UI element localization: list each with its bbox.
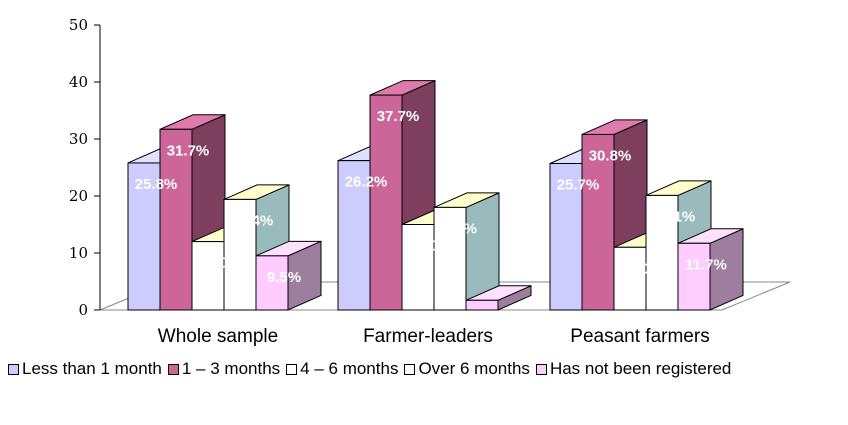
y-tick-label: 30 [69, 130, 88, 148]
legend-swatch [167, 363, 179, 375]
data-label: 37.7% [377, 108, 420, 125]
bar-over-6-months-farmer-leaders [433, 192, 500, 311]
bar-front [191, 241, 225, 311]
legend-swatch [286, 363, 298, 375]
y-tick-label: 50 [69, 16, 88, 34]
y-tick-label: 20 [69, 187, 88, 205]
bar-front [159, 128, 193, 311]
bar-front [581, 133, 615, 311]
data-label: 19.4% [231, 212, 274, 229]
legend-label: Has not been registered [549, 359, 732, 378]
bar-front [369, 94, 403, 311]
y-tick-label: 40 [69, 73, 88, 91]
legend-label: 4 – 6 months [300, 359, 399, 378]
bar-front [337, 160, 371, 311]
chart-legend: Less than 1 month 1 – 3 months 4 – 6 month… [8, 355, 848, 383]
x-category-label: Farmer-leaders [363, 326, 493, 347]
data-label: 25.7% [557, 177, 600, 194]
data-label: 9.5% [267, 269, 301, 286]
data-label: 12.0% [199, 255, 242, 272]
bar-front [613, 246, 647, 311]
bar-front [127, 162, 161, 311]
data-label: 15.0% [409, 238, 452, 255]
bar-front [465, 299, 499, 311]
legend-swatch [8, 363, 19, 375]
legend-item: 1 – 3 months [167, 359, 281, 379]
data-label: 30.8% [589, 147, 632, 164]
bar-chart: 0 10 20 30 40 50 25.8% 31.7% 12.0% 19.4% 9.5% 26.2%… [69, 16, 791, 347]
data-label: 26.2% [345, 174, 388, 191]
x-category-label: Peasant farmers [570, 326, 709, 347]
legend-label: 1 – 3 months [181, 359, 281, 378]
bar-has-not-been-registered-peasant-farmers [677, 228, 744, 311]
data-label: 18% [447, 220, 477, 237]
bar-front [433, 206, 467, 311]
legend-label: Over 6 months [418, 359, 530, 378]
bar-has-not-been-registered-farmer-leaders [465, 285, 532, 311]
legend-label: Less than 1 month [22, 359, 162, 378]
bar-front [255, 255, 289, 311]
x-category-label: Whole sample [158, 326, 278, 347]
legend-item: Less than 1 month [8, 359, 162, 379]
data-label: 20.1% [653, 208, 696, 225]
legend-swatch [535, 363, 547, 375]
bar-front [223, 198, 257, 311]
data-label: 25.8% [135, 176, 178, 193]
legend-item: Has not been registered [535, 359, 732, 379]
data-label: 31.7% [167, 142, 210, 159]
bar-front [677, 242, 711, 311]
y-tick-label: 10 [69, 244, 88, 262]
data-label: 11.7% [685, 256, 727, 273]
legend-item: Over 6 months [404, 359, 530, 379]
legend-swatch [404, 363, 416, 375]
data-label: 11.0% [621, 260, 663, 277]
legend-item: 4 – 6 months [286, 359, 398, 379]
bar-front [401, 224, 435, 311]
y-tick-label: 0 [78, 301, 88, 319]
bar-has-not-been-registered-whole-sample [255, 240, 322, 311]
data-label: 1.7% [477, 313, 511, 330]
